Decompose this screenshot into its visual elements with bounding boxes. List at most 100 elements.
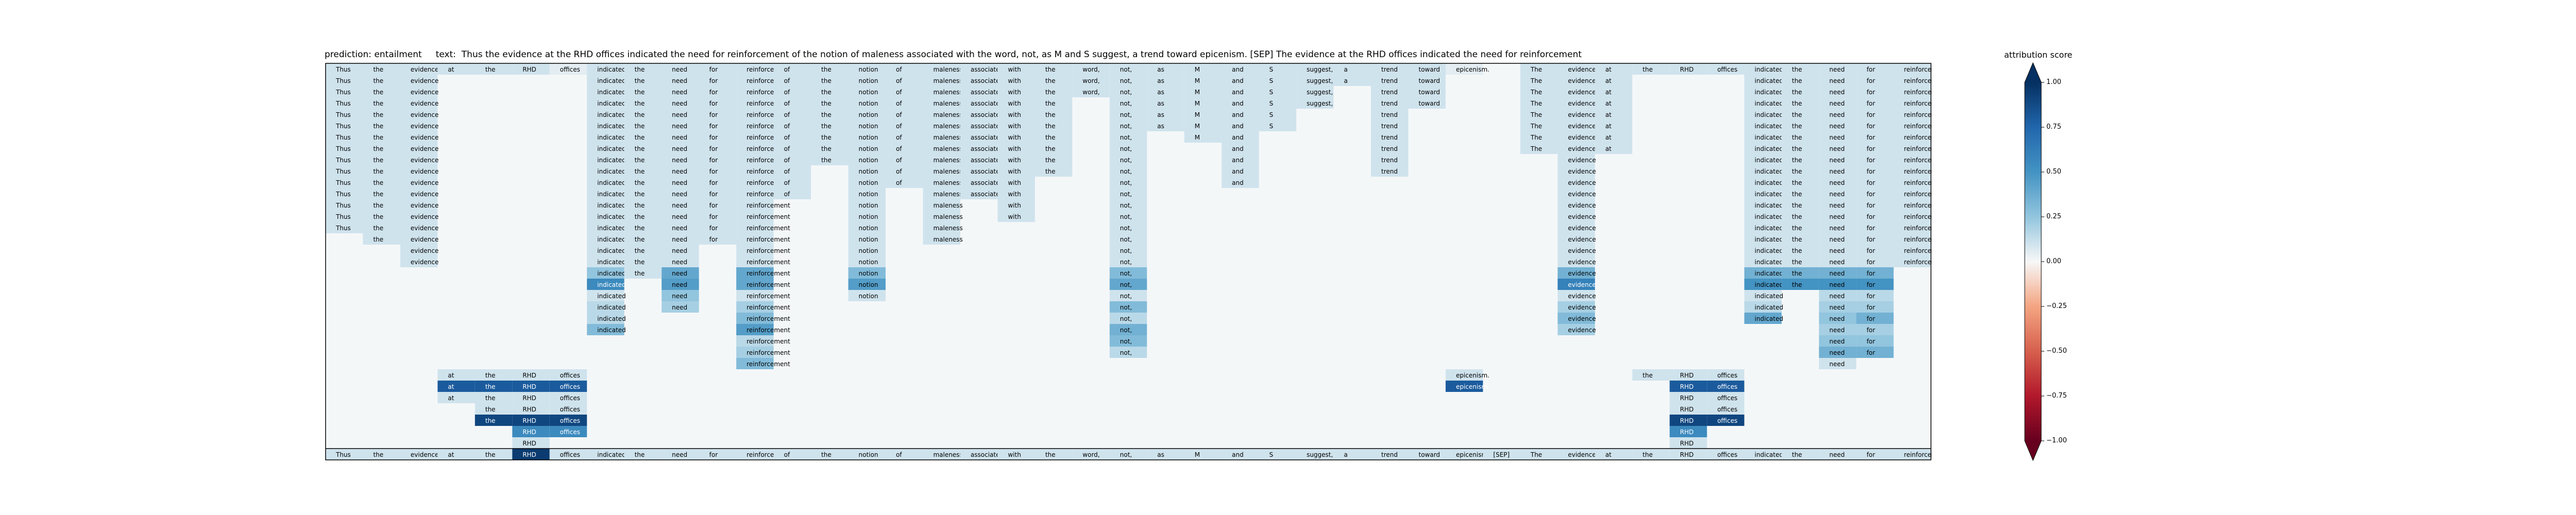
heatmap-cell (699, 165, 737, 177)
heatmap-cell (1109, 177, 1147, 188)
token-label: associated (971, 134, 1004, 141)
heatmap-cell (1595, 86, 1633, 97)
heatmap-cell (1893, 143, 1931, 154)
token-label: need (672, 225, 687, 232)
token-label: not, (1120, 157, 1132, 164)
token-label: as (1157, 89, 1164, 96)
heatmap-cell (923, 109, 960, 120)
token-label: associated (971, 123, 1004, 130)
token-label: reinforcement (1904, 451, 1932, 458)
token-label: need (1829, 236, 1845, 243)
token-label: the (373, 111, 383, 118)
token-label: and (1232, 100, 1244, 107)
heatmap-cell (1259, 449, 1297, 460)
token-label: indicated (597, 168, 626, 175)
heatmap-cell (1557, 233, 1595, 245)
heatmap-cell (1408, 449, 1446, 460)
heatmap-cell (1222, 165, 1259, 177)
token-label: indicated (1755, 77, 1784, 84)
token-label: not, (1120, 451, 1132, 458)
heatmap-cell (437, 449, 475, 460)
token-label: evidence (411, 179, 438, 186)
token-label: of (896, 100, 902, 107)
heatmap-cell (1557, 256, 1595, 267)
heatmap-cell (960, 75, 998, 86)
token-label: maleness (933, 134, 962, 141)
colorbar-title: attribution score (2004, 50, 2073, 60)
heatmap-cell (1856, 97, 1894, 109)
token-label: reinforcement (747, 304, 790, 311)
colorbar-tick-label: 0.00 (2046, 258, 2061, 265)
heatmap-cell (1595, 63, 1633, 75)
token-label: RHD (1680, 428, 1694, 436)
heatmap-cell (1819, 165, 1857, 177)
token-label: evidence (1568, 327, 1596, 334)
prediction-prefix: prediction: (325, 49, 372, 60)
heatmap-cell (1520, 143, 1558, 154)
token-label: the (1792, 100, 1802, 107)
heatmap-cell (773, 75, 811, 86)
heatmap-cell (549, 415, 587, 426)
heatmap-cell (997, 154, 1035, 165)
heatmap-cell (326, 131, 363, 143)
token-label: evidence (1568, 191, 1596, 198)
token-label: RHD (1680, 383, 1694, 390)
token-label: offices (560, 417, 580, 424)
token-label: RHD (522, 383, 536, 390)
token-label: of (784, 66, 790, 73)
heatmap-cell (1109, 313, 1147, 324)
token-label: need (672, 270, 687, 277)
heatmap-cell (512, 449, 550, 460)
heatmap-cell (1893, 188, 1931, 199)
heatmap-cell (736, 188, 774, 199)
heatmap-cell (997, 120, 1035, 131)
token-label: for (1867, 191, 1875, 198)
heatmap-cell (1520, 63, 1558, 75)
token-label: notion (859, 293, 878, 300)
heatmap-cell (1557, 143, 1595, 154)
token-label: the (635, 259, 645, 266)
heatmap-cell (1296, 63, 1334, 75)
token-label: the (1642, 66, 1653, 73)
heatmap-cell (512, 426, 550, 437)
heatmap-cell (1557, 120, 1595, 131)
token-label: not, (1120, 304, 1132, 311)
token-label: indicated (597, 100, 626, 107)
heatmap-cell (1408, 86, 1446, 97)
token-label: as (1157, 451, 1164, 458)
token-label: associated (971, 168, 1004, 175)
heatmap-cell (1856, 199, 1894, 211)
token-label: for (1867, 168, 1875, 175)
heatmap-cell (1893, 75, 1931, 86)
heatmap-cell (960, 165, 998, 177)
token-label: reinforcement (1904, 157, 1932, 164)
token-label: M (1195, 77, 1200, 84)
heatmap-cell (923, 97, 960, 109)
heatmap-cell (474, 392, 513, 403)
token-label: need (672, 304, 687, 311)
token-label: indicated (1755, 134, 1784, 141)
token-label: indicated (597, 66, 626, 73)
token-label: the (821, 66, 832, 73)
token-label: for (1867, 134, 1875, 141)
token-label: offices (1717, 417, 1737, 424)
token-label: maleness (933, 179, 962, 186)
heatmap-cell (1222, 120, 1259, 131)
heatmap-cell (1856, 290, 1894, 301)
heatmap-cell (474, 381, 513, 392)
token-label: for (709, 225, 718, 232)
token-label: indicated (1755, 293, 1784, 300)
token-label: indicated (1755, 202, 1784, 209)
heatmap-cell (662, 63, 699, 75)
token-label: for (1867, 100, 1875, 107)
prediction-value: entailment (374, 49, 422, 60)
heatmap-cell (1109, 199, 1147, 211)
heatmap-cell (662, 97, 699, 109)
colorbar-tick-label: 0.25 (2046, 213, 2061, 220)
heatmap-cell (1557, 313, 1595, 324)
token-label: maleness (933, 77, 962, 84)
heatmap-cell (326, 211, 363, 222)
token-label: need (1829, 225, 1845, 232)
token-label: notion (859, 213, 878, 220)
heatmap-cell (662, 86, 699, 97)
